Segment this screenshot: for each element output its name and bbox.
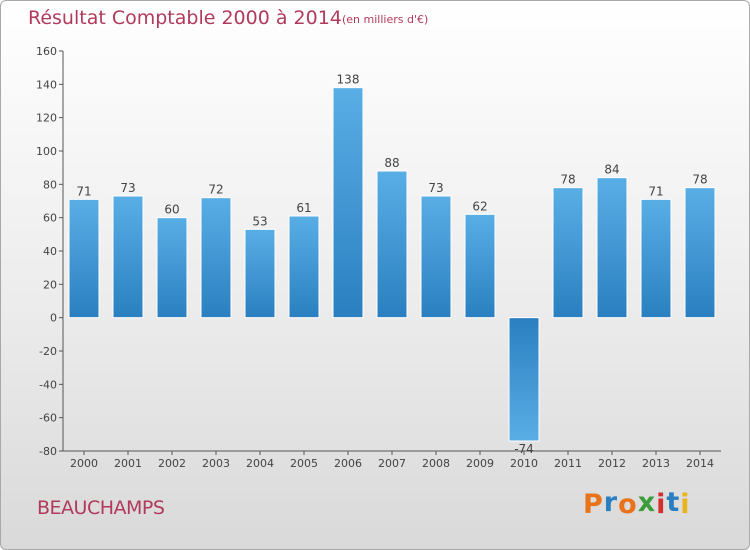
y-tick-label: 100 [36,145,57,158]
x-tick-label-2007: 2007 [378,457,406,470]
bar-2002 [156,217,188,319]
x-tick-label-2003: 2003 [202,457,230,470]
y-tick-label: 40 [43,245,57,258]
bar-2012 [596,177,628,319]
bar-2011 [552,187,584,319]
proxiti-logo: Proxiti [583,487,691,520]
bar-2006 [332,87,364,319]
data-label-2000: 71 [76,184,91,198]
bar-2004 [244,228,276,319]
y-tick-label: -60 [39,412,57,425]
x-tick-label-2006: 2006 [334,457,362,470]
bar-2008 [420,195,452,319]
data-label-2001: 73 [120,181,135,195]
y-tick-label: 160 [36,45,57,58]
logo-letter: o [618,489,638,520]
x-tick-label-2000: 2000 [70,457,98,470]
data-label-2007: 88 [384,156,399,170]
y-tick-label: 120 [36,112,57,125]
bar-2013 [640,198,672,319]
data-label-2003: 72 [208,183,223,197]
y-tick-label: 0 [50,312,57,325]
x-tick-label-2014: 2014 [686,457,714,470]
x-tick-label-2010: 2010 [510,457,538,470]
data-label-2002: 60 [164,203,179,217]
logo-letter: t [666,487,681,518]
y-tick-label: 60 [43,212,57,225]
x-tick-label-2011: 2011 [554,457,582,470]
bar-2009 [464,213,496,319]
chart-title: Résultat Comptable 2000 à 2014 [28,7,342,29]
bar-2010 [508,317,540,442]
logo-letter: i [656,489,667,520]
y-tick-label: -40 [39,378,57,391]
data-label-2013: 71 [648,184,663,198]
y-tick-label: 140 [36,78,57,91]
data-label-2011: 78 [560,173,575,187]
data-label-2012: 84 [604,163,619,177]
chart-unit-note: (en milliers d'€) [342,13,429,26]
logo-letter: P [583,489,604,520]
y-tick-label: -20 [39,345,57,358]
data-label-2008: 73 [428,181,443,195]
data-label-2009: 62 [472,199,487,213]
data-label-2006: 138 [337,73,360,87]
bar-2000 [68,198,100,319]
y-tick-label: 20 [43,278,57,291]
bar-2003 [200,197,232,319]
commune-name: BEAUCHAMPS [37,497,165,519]
x-tick-label-2004: 2004 [246,457,274,470]
logo-letter: r [603,487,619,518]
x-tick-label-2013: 2013 [642,457,670,470]
x-tick-label-2008: 2008 [422,457,450,470]
y-tick-label: 80 [43,178,57,191]
data-label-2005: 61 [296,201,311,215]
bar-2005 [288,215,320,319]
x-tick-label-2005: 2005 [290,457,318,470]
data-label-2014: 78 [692,173,707,187]
x-tick-label-2002: 2002 [158,457,186,470]
y-tick-label: -80 [39,445,57,458]
x-tick-label-2001: 2001 [114,457,142,470]
data-label-2010: -74 [514,442,534,456]
data-label-2004: 53 [252,214,267,228]
logo-letter: i [680,489,691,520]
bar-2014 [684,187,716,319]
x-tick-label-2009: 2009 [466,457,494,470]
x-tick-label-2012: 2012 [598,457,626,470]
bar-2001 [112,195,144,319]
bar-2007 [376,170,408,319]
logo-letter: x [637,487,657,518]
